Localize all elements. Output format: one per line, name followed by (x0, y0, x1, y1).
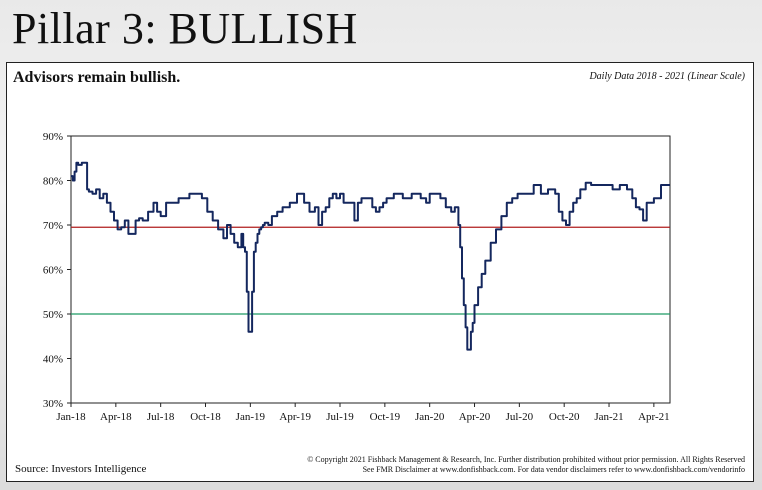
x-tick-label: Apr-21 (638, 411, 670, 423)
series-line (71, 161, 670, 351)
x-tick-label: Oct-19 (370, 411, 401, 423)
y-tick-label: 30% (43, 398, 63, 410)
x-tick-label: Apr-18 (100, 411, 132, 423)
line-chart: 30% 40% 50% 60% 70% 80% 90% Jan-18 Apr-18 Jul-18 O… (43, 131, 671, 423)
y-tick-label: 60% (43, 265, 63, 277)
copyright-line-2: See FMR Disclaimer at www.donfishback.co… (362, 465, 745, 474)
chart-source: Source: Investors Intelligence (15, 463, 147, 475)
y-tick-label: 70% (43, 220, 63, 232)
y-tick-label: 40% (43, 354, 63, 366)
copyright-line-1: © Copyright 2021 Fishback Management & R… (307, 455, 745, 464)
x-tick-label: Jan-18 (56, 411, 86, 423)
plot-frame (70, 135, 671, 404)
y-tick-label: 80% (43, 176, 63, 188)
x-tick-label: Apr-19 (279, 411, 311, 423)
x-tick-label: Jul-20 (506, 411, 534, 423)
chart-copyright: © Copyright 2021 Fishback Management & R… (307, 455, 745, 475)
x-tick-label: Jul-18 (147, 411, 175, 423)
chart-heading: Advisors remain bullish. (13, 69, 181, 86)
x-tick-label: Jan-20 (415, 411, 445, 423)
x-tick-label: Jan-19 (236, 411, 266, 423)
x-tick-label: Oct-18 (190, 411, 221, 423)
x-tick-label: Jul-19 (326, 411, 354, 423)
x-tick-label: Oct-20 (549, 411, 580, 423)
slide-title: Pillar 3: BULLISH (12, 4, 358, 53)
x-tick-label: Apr-20 (459, 411, 491, 423)
chart-subtitle: Daily Data 2018 - 2021 (Linear Scale) (589, 71, 745, 82)
y-tick-label: 50% (43, 309, 63, 321)
y-tick-label: 90% (43, 131, 63, 143)
chart-panel: Advisors remain bullish. Daily Data 2018… (6, 62, 754, 482)
x-tick-label: Jan-21 (594, 411, 623, 423)
